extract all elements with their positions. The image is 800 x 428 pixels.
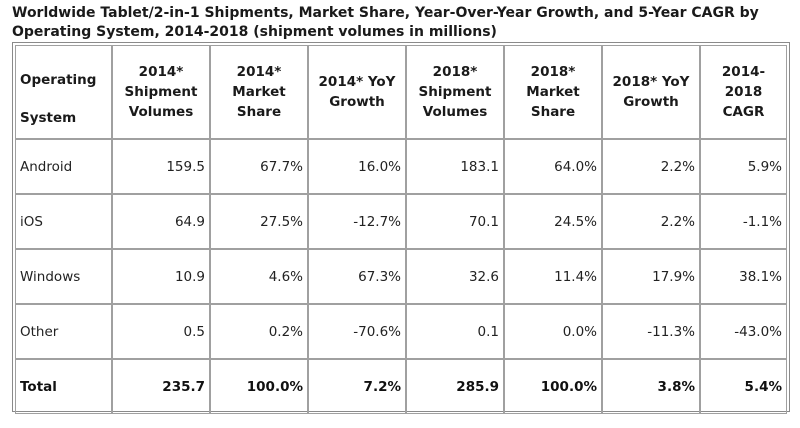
cell-2014-yoy: -12.7% bbox=[308, 194, 406, 249]
header-line: Shipment bbox=[124, 84, 198, 100]
cell-2018-share: 0.0% bbox=[504, 304, 602, 359]
header-line: 2018* bbox=[432, 64, 478, 80]
cell-2014-shipments: 10.9 bbox=[112, 249, 210, 304]
cell-os-name: Android bbox=[15, 139, 112, 194]
table-title-line-1: Worldwide Tablet/2-in-1 Shipments, Marke… bbox=[12, 5, 759, 21]
cell-2018-shipments: 285.9 bbox=[406, 359, 504, 414]
header-line: System bbox=[20, 110, 77, 126]
header-line: Share bbox=[530, 104, 576, 120]
cell-os-name: Other bbox=[15, 304, 112, 359]
cell-2018-yoy: 2.2% bbox=[602, 139, 700, 194]
header-line: Shipment bbox=[418, 84, 492, 100]
cell-2018-share: 64.0% bbox=[504, 139, 602, 194]
header-line: Volumes bbox=[128, 104, 194, 120]
header-2018-yoy-growth: 2018* YoY Growth bbox=[602, 45, 700, 139]
cell-cagr: 38.1% bbox=[700, 249, 787, 304]
cell-cagr: 5.4% bbox=[700, 359, 787, 414]
header-cagr: 2014-2018 CAGR bbox=[700, 45, 787, 139]
cell-2014-share: 67.7% bbox=[210, 139, 308, 194]
header-line: Market bbox=[526, 84, 580, 100]
cell-2018-yoy: 2.2% bbox=[602, 194, 700, 249]
cell-2018-shipments: 32.6 bbox=[406, 249, 504, 304]
cell-2014-shipments: 0.5 bbox=[112, 304, 210, 359]
table-title: Worldwide Tablet/2-in-1 Shipments, Marke… bbox=[12, 4, 792, 42]
header-line: Market bbox=[232, 84, 286, 100]
cell-2014-share: 4.6% bbox=[210, 249, 308, 304]
cell-2018-share: 100.0% bbox=[504, 359, 602, 414]
shipments-table: Operating System 2014* Shipment Volumes … bbox=[15, 45, 787, 414]
cell-2018-shipments: 183.1 bbox=[406, 139, 504, 194]
cell-total-label: Total bbox=[15, 359, 112, 414]
cell-2018-yoy: 3.8% bbox=[602, 359, 700, 414]
header-line: 2014-2018 bbox=[721, 64, 766, 100]
cell-os-name: Windows bbox=[15, 249, 112, 304]
table-frame: Operating System 2014* Shipment Volumes … bbox=[12, 42, 790, 414]
cell-2018-share: 24.5% bbox=[504, 194, 602, 249]
cell-2014-shipments: 235.7 bbox=[112, 359, 210, 414]
header-operating-system: Operating System bbox=[15, 45, 112, 139]
table-row-windows: Windows 10.9 4.6% 67.3% 32.6 11.4% 17.9%… bbox=[15, 249, 787, 304]
table-row-android: Android 159.5 67.7% 16.0% 183.1 64.0% 2.… bbox=[15, 139, 787, 194]
header-row: Operating System 2014* Shipment Volumes … bbox=[15, 45, 787, 139]
header-line: Volumes bbox=[422, 104, 488, 120]
cell-2018-yoy: -11.3% bbox=[602, 304, 700, 359]
cell-2014-yoy: 67.3% bbox=[308, 249, 406, 304]
header-2014-yoy-growth: 2014* YoY Growth bbox=[308, 45, 406, 139]
cell-2018-share: 11.4% bbox=[504, 249, 602, 304]
header-line: Growth bbox=[329, 94, 385, 110]
cell-2014-share: 100.0% bbox=[210, 359, 308, 414]
header-line: 2018* bbox=[530, 64, 576, 80]
cell-2018-shipments: 0.1 bbox=[406, 304, 504, 359]
header-line: 2014* bbox=[236, 64, 282, 80]
header-line: 2018* YoY bbox=[612, 74, 690, 90]
header-2018-market-share: 2018* Market Share bbox=[504, 45, 602, 139]
cell-cagr: 5.9% bbox=[700, 139, 787, 194]
table-title-line-2: Operating System, 2014-2018 (shipment vo… bbox=[12, 24, 497, 40]
table-row-ios: iOS 64.9 27.5% -12.7% 70.1 24.5% 2.2% -1… bbox=[15, 194, 787, 249]
header-line: Growth bbox=[623, 94, 679, 110]
header-line: 2014* bbox=[138, 64, 184, 80]
cell-2014-shipments: 159.5 bbox=[112, 139, 210, 194]
cell-cagr: -1.1% bbox=[700, 194, 787, 249]
cell-2018-yoy: 17.9% bbox=[602, 249, 700, 304]
table-row-total: Total 235.7 100.0% 7.2% 285.9 100.0% 3.8… bbox=[15, 359, 787, 414]
cell-2014-shipments: 64.9 bbox=[112, 194, 210, 249]
header-line: 2014* YoY bbox=[318, 74, 396, 90]
header-2018-shipment-volumes: 2018* Shipment Volumes bbox=[406, 45, 504, 139]
cell-2014-yoy: 16.0% bbox=[308, 139, 406, 194]
header-line: Share bbox=[236, 104, 282, 120]
cell-cagr: -43.0% bbox=[700, 304, 787, 359]
header-line: CAGR bbox=[722, 104, 765, 120]
cell-2014-yoy: -70.6% bbox=[308, 304, 406, 359]
cell-2018-shipments: 70.1 bbox=[406, 194, 504, 249]
cell-os-name: iOS bbox=[15, 194, 112, 249]
table-row-other: Other 0.5 0.2% -70.6% 0.1 0.0% -11.3% -4… bbox=[15, 304, 787, 359]
cell-2014-share: 0.2% bbox=[210, 304, 308, 359]
header-line: Operating bbox=[20, 72, 97, 88]
header-2014-shipment-volumes: 2014* Shipment Volumes bbox=[112, 45, 210, 139]
cell-2014-yoy: 7.2% bbox=[308, 359, 406, 414]
header-2014-market-share: 2014* Market Share bbox=[210, 45, 308, 139]
cell-2014-share: 27.5% bbox=[210, 194, 308, 249]
